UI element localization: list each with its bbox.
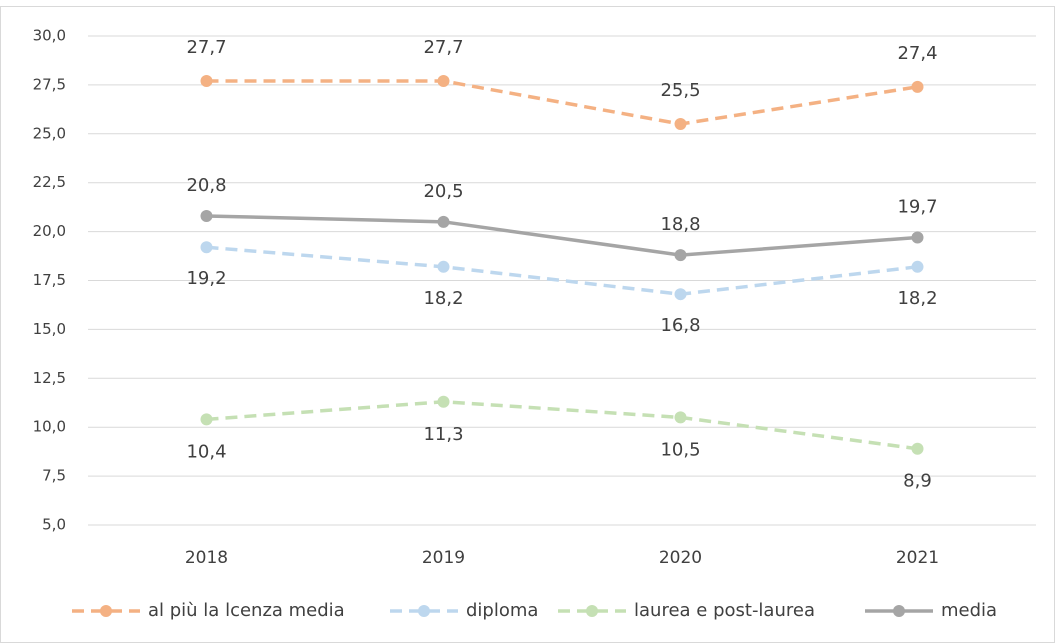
marker: [911, 80, 924, 93]
legend-label: laurea e post-laurea: [634, 600, 815, 621]
marker: [911, 442, 924, 455]
x-tick-label: 2021: [896, 548, 939, 568]
value-label: 19,7: [897, 196, 937, 217]
series-line: [206, 245, 918, 296]
y-tick-label: 25,0: [33, 124, 66, 142]
value-label: 18,2: [897, 288, 937, 309]
value-label: 19,2: [186, 268, 226, 289]
value-label: 18,2: [423, 288, 463, 309]
marker: [200, 74, 213, 87]
value-label: 27,4: [897, 43, 937, 64]
value-label: 20,5: [423, 181, 463, 202]
y-tick-label: 5,0: [42, 516, 66, 534]
series-line: [206, 214, 918, 257]
legend-label: al più la lcenza media: [148, 600, 345, 621]
marker: [200, 241, 213, 254]
marker: [674, 411, 687, 424]
legend-label: media: [941, 600, 997, 621]
marker: [200, 413, 213, 426]
legend-marker: [418, 605, 430, 617]
value-label: 10,4: [186, 441, 226, 462]
y-tick-label: 7,5: [42, 467, 66, 485]
value-label: 8,9: [903, 471, 932, 492]
y-tick-label: 27,5: [33, 75, 66, 93]
y-tick-label: 22,5: [33, 173, 66, 191]
value-label: 18,8: [660, 214, 700, 235]
marker: [674, 249, 687, 262]
y-tick-label: 10,0: [33, 418, 66, 436]
y-tick-label: 12,5: [33, 369, 66, 387]
x-tick-label: 2019: [422, 548, 465, 568]
marker: [674, 288, 687, 301]
legend-label: diploma: [466, 600, 538, 621]
y-tick-label: 30,0: [33, 27, 66, 45]
marker: [674, 118, 687, 131]
marker: [437, 260, 450, 273]
legend-marker: [100, 605, 112, 617]
marker: [437, 395, 450, 408]
marker: [911, 231, 924, 244]
y-tick-label: 15,0: [33, 320, 66, 338]
value-label: 25,5: [660, 80, 700, 101]
value-label: 27,7: [186, 37, 226, 58]
series-line: [206, 79, 918, 126]
marker: [911, 260, 924, 273]
marker: [200, 209, 213, 222]
marker: [437, 215, 450, 228]
value-label: 16,8: [660, 315, 700, 336]
marker: [437, 74, 450, 87]
value-label: 20,8: [186, 175, 226, 196]
chart-border: [0, 6, 1055, 643]
y-tick-label: 20,0: [33, 222, 66, 240]
x-tick-label: 2020: [659, 548, 702, 568]
value-label: 27,7: [423, 37, 463, 58]
value-label: 11,3: [423, 424, 463, 445]
legend-marker: [893, 605, 905, 617]
x-tick-label: 2018: [185, 548, 228, 568]
legend-marker: [586, 605, 598, 617]
series-line: [206, 400, 918, 451]
y-tick-label: 17,5: [33, 271, 66, 289]
value-label: 10,5: [660, 439, 700, 460]
